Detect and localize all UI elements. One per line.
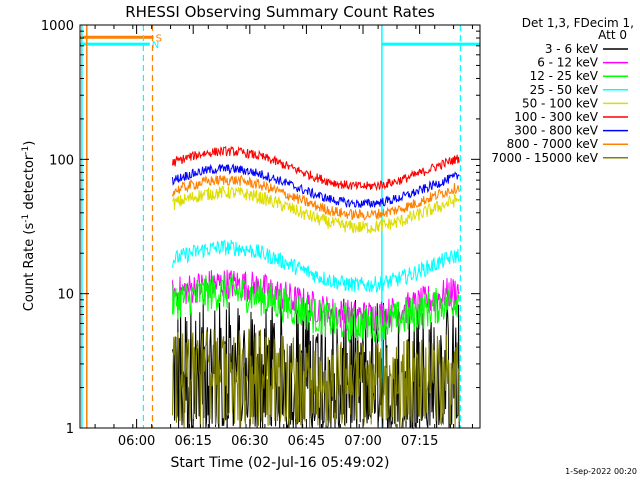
legend-label: 300 - 800 keV xyxy=(514,124,598,138)
y-axis-label-part2: detector xyxy=(22,154,37,214)
y-tick-label: 10 xyxy=(57,288,74,303)
flag-label: N xyxy=(152,40,159,51)
chart-title: RHESSI Observing Summary Count Rates xyxy=(125,3,435,21)
axes-layer: 1 10 100 1000 06:00 06:15 06:30 06:45 07:00 07:15 xyxy=(41,19,480,449)
series-line-3 xyxy=(172,239,460,294)
legend-label: 25 - 50 keV xyxy=(530,83,599,97)
legend-label: 800 - 7000 keV xyxy=(507,137,599,151)
series-line-7 xyxy=(172,174,460,221)
x-tick-label: 06:00 xyxy=(118,434,155,449)
x-axis-label: Start Time (02-Jul-16 05:49:02) xyxy=(170,455,389,471)
x-tick-label: 06:45 xyxy=(288,434,325,449)
series-layer xyxy=(172,145,460,430)
legend-label: 50 - 100 keV xyxy=(522,96,599,110)
legend-header-line2: Att 0 xyxy=(598,28,627,42)
legend-label: 12 - 25 keV xyxy=(530,69,599,83)
x-tick-label: 06:30 xyxy=(231,434,268,449)
y-axis-label-sup2: -1 xyxy=(21,146,31,155)
y-axis-label-sup1: -1 xyxy=(21,214,31,223)
flag-label: S xyxy=(156,33,162,44)
legend-header-line1: Det 1,3, FDecim 1, xyxy=(522,16,634,30)
x-tick-label: 07:00 xyxy=(344,434,381,449)
y-axis-label: Count Rate (s-1 detector-1) xyxy=(21,141,37,312)
legend-label: 3 - 6 keV xyxy=(545,42,599,56)
y-axis-label-part1: Count Rate (s xyxy=(22,223,37,312)
series-line-8 xyxy=(172,328,460,428)
footer-timestamp: 1-Sep-2022 00:20 xyxy=(565,467,637,476)
y-tick-label: 1 xyxy=(66,422,74,437)
y-axis-label-part3: ) xyxy=(22,141,37,146)
series-line-4 xyxy=(172,185,460,234)
legend-label: 100 - 300 keV xyxy=(514,110,598,124)
series-line-5 xyxy=(172,145,460,192)
x-tick-label: 06:15 xyxy=(174,434,211,449)
plot-frame xyxy=(79,24,481,429)
legend-label: 6 - 12 keV xyxy=(537,56,599,70)
y-tick-label: 1000 xyxy=(41,19,74,34)
series-line-6 xyxy=(172,163,460,209)
x-tick-label: 07:15 xyxy=(401,434,438,449)
series-line-2 xyxy=(172,273,460,343)
flag-layer: SN xyxy=(80,33,480,51)
legend-label: 7000 - 15000 keV xyxy=(491,151,598,165)
y-tick-label: 100 xyxy=(49,153,74,168)
